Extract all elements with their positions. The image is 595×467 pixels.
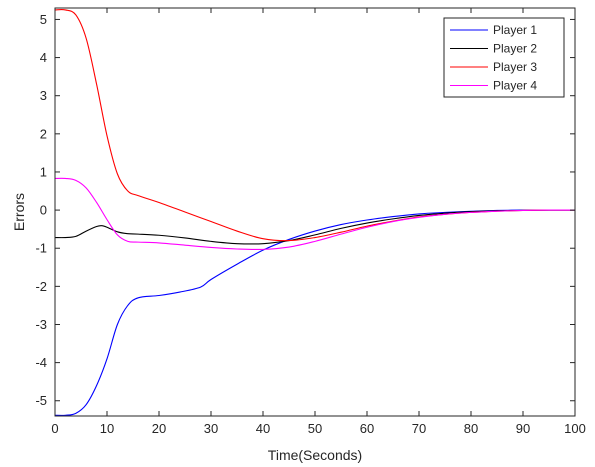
y-tick-label: 1 (40, 164, 47, 179)
y-tick-label: -1 (35, 241, 47, 256)
y-tick-label: 0 (40, 203, 47, 218)
x-tick-label: 20 (152, 421, 166, 436)
y-tick-label: -3 (35, 317, 47, 332)
y-tick-label: -2 (35, 279, 47, 294)
y-tick-label: 5 (40, 12, 47, 27)
y-tick-label: -4 (35, 355, 47, 370)
y-axis-label: Errors (11, 193, 27, 231)
legend: Player 1 Player 2 Player 3 Player 4 (443, 17, 565, 98)
x-tick-label: 10 (100, 421, 114, 436)
x-tick-label: 0 (51, 421, 58, 436)
x-axis-label: Time(Seconds) (268, 447, 362, 463)
x-tick-label: 60 (360, 421, 374, 436)
series-line-player-4 (54, 177, 576, 251)
x-tick-label: 30 (204, 421, 218, 436)
x-axis-ticks: 0 10 20 30 40 50 60 70 80 90 100 (51, 8, 586, 436)
x-tick-label: 40 (256, 421, 270, 436)
legend-label: Player 4 (493, 79, 537, 93)
x-tick-label: 100 (564, 421, 586, 436)
legend-label: Player 2 (493, 42, 537, 56)
y-axis-ticks: -5 -4 -3 -2 -1 0 1 2 3 4 5 (35, 12, 575, 408)
y-tick-label: 3 (40, 88, 47, 103)
series-layer (54, 8, 576, 416)
x-tick-label: 80 (464, 421, 478, 436)
x-tick-label: 70 (412, 421, 426, 436)
x-tick-label: 50 (308, 421, 322, 436)
y-tick-label: -5 (35, 393, 47, 408)
y-tick-label: 4 (40, 50, 47, 65)
legend-label: Player 3 (493, 60, 537, 74)
series-line-player-2 (54, 209, 576, 245)
x-tick-label: 90 (516, 421, 530, 436)
legend-label: Player 1 (493, 23, 537, 37)
y-tick-label: 2 (40, 126, 47, 141)
legend-box (443, 17, 565, 98)
